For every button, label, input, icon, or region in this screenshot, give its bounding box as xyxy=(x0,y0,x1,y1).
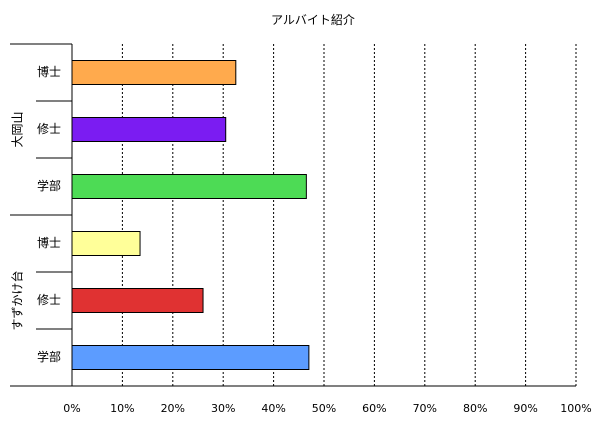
grid-lines xyxy=(121,44,577,386)
category-label: 博士 xyxy=(37,235,61,250)
bars xyxy=(71,60,310,370)
category-label: 学部 xyxy=(37,178,61,193)
x-tick-label: 90% xyxy=(513,402,537,415)
bar xyxy=(71,345,310,370)
chart-title: アルバイト紹介 xyxy=(271,13,355,27)
bar xyxy=(71,174,307,199)
category-label: 修士 xyxy=(37,292,61,307)
bar xyxy=(71,60,237,85)
x-tick-labels: 0% 10% 20% 30% 40% 50% 60% 70% 80% 90% 100% xyxy=(63,402,591,415)
x-tick-label: 100% xyxy=(560,402,591,415)
x-tick-label: 60% xyxy=(362,402,386,415)
bar xyxy=(71,231,141,256)
bar xyxy=(71,117,227,142)
x-tick-label: 70% xyxy=(413,402,437,415)
group-label: すずかけ台 xyxy=(10,270,25,330)
x-tick-label: 80% xyxy=(463,402,487,415)
bar xyxy=(71,288,204,313)
x-tick-label: 50% xyxy=(312,402,336,415)
x-tick-label: 0% xyxy=(63,402,80,415)
category-label: 学部 xyxy=(37,349,61,364)
category-label: 修士 xyxy=(37,121,61,136)
group-label: 大岡山 xyxy=(11,111,25,147)
x-tick-label: 40% xyxy=(261,402,285,415)
axes xyxy=(10,43,576,387)
x-tick-label: 30% xyxy=(211,402,235,415)
x-tick-label: 10% xyxy=(110,402,134,415)
x-tick-label: 20% xyxy=(161,402,185,415)
category-label: 博士 xyxy=(37,64,61,79)
